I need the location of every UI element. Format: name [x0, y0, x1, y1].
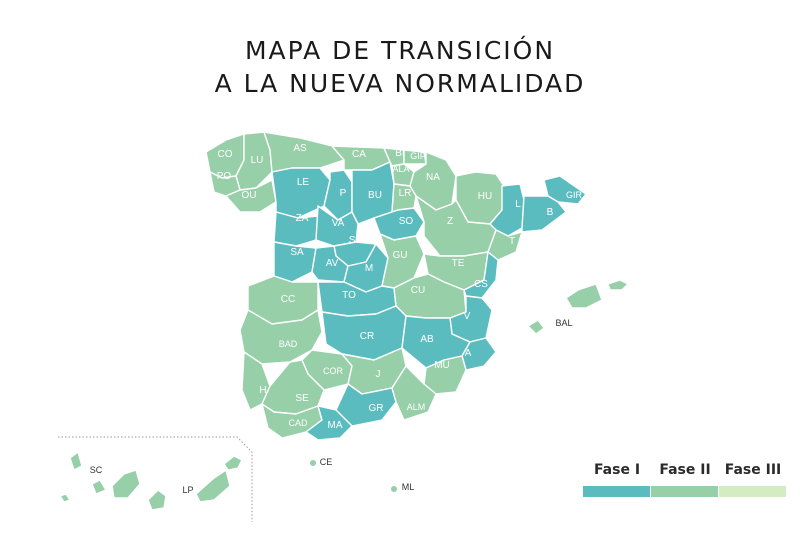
province-label-va: VA — [332, 218, 345, 229]
province-label-cr: CR — [360, 331, 374, 342]
province-label-ca: CA — [352, 149, 366, 160]
province-region-lp — [195, 469, 231, 503]
legend-label-fase-3: Fase III — [724, 462, 782, 478]
province-label-ou: OU — [242, 190, 257, 201]
province-label-cu: CU — [411, 285, 425, 296]
map-title-line-1: MAPA DE TRANSICIÓN — [244, 36, 556, 65]
province-label-cs: CS — [474, 279, 488, 290]
province-region-va — [315, 205, 359, 247]
province-label-lu: LU — [251, 155, 264, 166]
map-title-line-2: A LA NUEVA NORMALIDAD — [214, 69, 586, 98]
province-region-sc — [91, 479, 107, 495]
province-label-bal: BAL — [555, 318, 572, 328]
province-label-sg: SG — [349, 235, 364, 246]
province-label-bad: BAD — [279, 339, 298, 349]
province-label-l: L — [515, 199, 521, 210]
province-label-gr: GR — [369, 403, 384, 414]
province-label-co: CO — [218, 149, 233, 160]
province-label-h: H — [259, 385, 266, 396]
province-label-m: M — [365, 263, 373, 274]
province-label-lr: LR — [399, 188, 412, 199]
province-label-le: LE — [297, 177, 310, 188]
province-label-av: AV — [326, 258, 339, 269]
province-label-j: J — [376, 369, 381, 380]
province-label-ma: MA — [328, 420, 343, 431]
province-label-cad: CAD — [288, 418, 308, 428]
province-label-a: A — [465, 348, 472, 359]
province-region-ma — [305, 405, 353, 441]
province-label-gir: GIR — [566, 190, 583, 200]
province-region-lp — [147, 489, 167, 511]
province-label-as: AS — [293, 143, 307, 154]
map-title: MAPA DE TRANSICIÓN A LA NUEVA NORMALIDAD — [0, 34, 800, 100]
canary-inset-border — [58, 436, 253, 522]
legend-swatch-fase-3 — [719, 486, 786, 497]
province-label-ml: ML — [402, 482, 415, 492]
province-label-sc: SC — [90, 465, 103, 475]
province-label-b: B — [547, 207, 554, 218]
province-label-z: Z — [447, 216, 453, 227]
province-label-gip: GIP — [410, 151, 426, 161]
province-label-t: T — [509, 236, 515, 247]
province-label-hu: HU — [478, 191, 492, 202]
province-region-alm — [391, 365, 437, 421]
province-label-cc: CC — [281, 294, 295, 305]
province-region-sc — [111, 469, 141, 499]
province-label-lp: LP — [182, 485, 193, 495]
province-region-bal — [527, 319, 545, 335]
province-label-ce: CE — [320, 457, 333, 467]
province-region-b — [521, 195, 567, 233]
province-label-so: SO — [399, 216, 414, 227]
province-region-sc — [69, 451, 83, 471]
province-label-gu: GU — [393, 250, 408, 261]
province-region-bal — [565, 283, 603, 309]
legend-swatch-fase-2 — [651, 486, 718, 497]
province-label-za: ZA — [296, 213, 309, 224]
province-label-te: TE — [452, 258, 465, 269]
province-label-bu: BU — [368, 190, 382, 201]
province-label-cor: COR — [323, 366, 344, 376]
province-label-po: PO — [217, 171, 232, 182]
province-label-p: P — [340, 188, 347, 199]
province-region-lp — [59, 493, 71, 503]
legend-label-fase-2: Fase II — [659, 462, 711, 478]
province-label-v: V — [464, 311, 471, 322]
province-label-alm: ALM — [407, 402, 426, 412]
province-label-ala: ALA — [392, 164, 409, 174]
legend-swatch-fase-1 — [583, 486, 650, 497]
province-regions — [59, 131, 629, 511]
province-label-to: TO — [342, 290, 356, 301]
province-label-se: SE — [295, 393, 309, 404]
province-label-ab: AB — [420, 334, 434, 345]
province-region-bal — [607, 279, 629, 291]
phase-legend: Fase I Fase II Fase III — [583, 462, 787, 497]
province-label-bi: BI — [395, 148, 404, 159]
province-label-na: NA — [426, 172, 440, 183]
province-dot-ce — [310, 460, 316, 466]
canary-inset-frame — [58, 436, 253, 522]
province-label-mu: MU — [434, 360, 450, 371]
province-region-lp — [223, 455, 243, 471]
province-dot-ml — [391, 486, 397, 492]
legend-label-fase-1: Fase I — [593, 462, 641, 478]
province-label-sa: SA — [290, 247, 304, 258]
